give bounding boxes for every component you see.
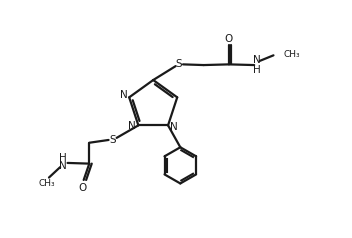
Text: H: H [59, 153, 67, 163]
Text: N: N [128, 121, 136, 131]
Text: N: N [120, 89, 128, 99]
Text: S: S [175, 59, 182, 69]
Text: O: O [225, 34, 233, 44]
Text: CH₃: CH₃ [39, 179, 56, 188]
Text: CH₃: CH₃ [283, 50, 300, 59]
Text: H: H [253, 64, 260, 74]
Text: O: O [79, 183, 87, 193]
Text: N: N [170, 122, 178, 132]
Text: N: N [253, 55, 260, 65]
Text: S: S [110, 135, 117, 145]
Text: N: N [59, 161, 67, 171]
